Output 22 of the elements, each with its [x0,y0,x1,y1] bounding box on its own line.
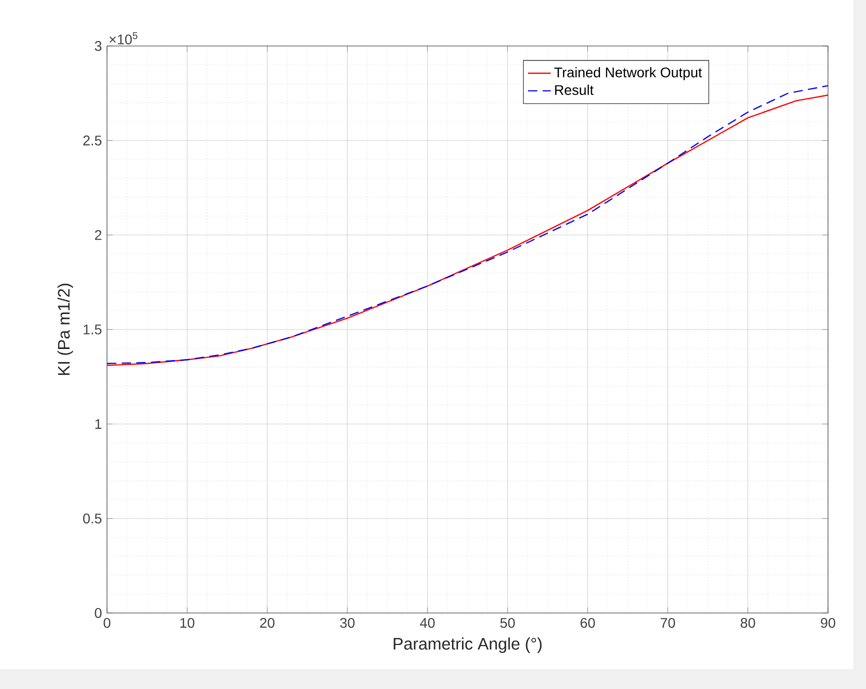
x-tick-label: 10 [180,618,194,628]
y-tick-label: 2.5 [83,136,102,146]
x-tick-label: 80 [740,618,756,628]
x-tick-label: 30 [340,618,355,628]
x-tick-label: 40 [420,618,435,628]
legend-label: Trained Network Output [554,67,702,80]
x-tick-label: 0 [104,618,110,628]
y-tick-label: 1.5 [84,324,102,334]
x-tick-label: 70 [660,618,676,628]
y-tick-label: 2 [94,230,102,240]
x-tick-label: 60 [580,618,595,628]
x-tick-label: 90 [820,618,836,628]
text: ×10$^{5}$ [110,32,138,44]
y-tick-label: 1 [95,419,102,429]
x-tick-label: 20 [260,618,274,628]
y-axis-title: KI (Pa m1/2) [57,284,74,375]
x-axis-title: Parametric Angle (°) [394,637,542,653]
y-tick-label: 0 [94,608,102,618]
y-tick-label: 0.5 [83,514,102,524]
x-tick-label: 50 [500,618,515,628]
legend-label: Result [555,84,594,95]
y-tick-label: 3 [94,41,102,51]
